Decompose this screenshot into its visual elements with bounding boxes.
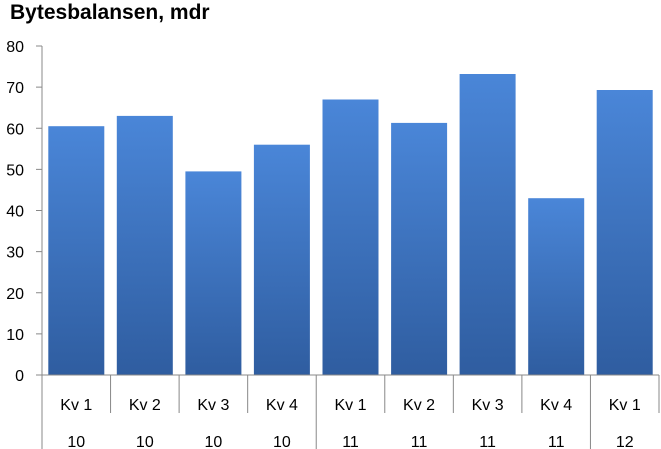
x-year-label: 11 <box>342 434 359 449</box>
y-tick-label: 0 <box>15 368 24 385</box>
y-tick-label: 40 <box>6 204 24 221</box>
x-quarter-label: Kv 1 <box>60 397 92 414</box>
x-quarter-label: Kv 2 <box>129 397 161 414</box>
x-quarter-label: Kv 3 <box>472 397 504 414</box>
x-quarter-label: Kv 4 <box>540 397 572 414</box>
y-axis: 0 10 20 30 40 50 60 70 80 <box>6 39 43 385</box>
x-quarter-label: Kv 4 <box>266 397 298 414</box>
bar <box>391 122 448 376</box>
x-year-label: 10 <box>67 434 85 449</box>
bar <box>116 115 173 376</box>
y-tick-label: 20 <box>6 286 24 303</box>
chart-title: Bytesbalansen, mdr <box>10 1 210 24</box>
bar <box>528 198 585 375</box>
x-year-label: 10 <box>204 434 222 449</box>
x-year-label: 11 <box>548 434 565 449</box>
x-quarter-label: Kv 2 <box>403 397 435 414</box>
bar <box>322 99 379 375</box>
x-quarter-label: Kv 1 <box>334 397 366 414</box>
x-year-label: 11 <box>411 434 428 449</box>
x-year-label: 11 <box>479 434 496 449</box>
y-tick-label: 30 <box>6 245 24 262</box>
x-year-label: 10 <box>273 434 291 449</box>
y-tick-label: 50 <box>6 162 24 179</box>
bar <box>253 144 310 375</box>
x-quarter-label: Kv 1 <box>609 397 641 414</box>
y-tick-label: 80 <box>6 39 24 56</box>
x-quarter-label: Kv 3 <box>197 397 229 414</box>
bar <box>596 90 653 375</box>
bar <box>48 126 105 375</box>
bars <box>48 74 653 376</box>
y-tick-label: 10 <box>6 327 24 344</box>
x-year-label: 10 <box>136 434 154 449</box>
x-year-label: 12 <box>616 434 634 449</box>
bar <box>185 171 242 375</box>
y-tick-label: 70 <box>6 80 24 97</box>
y-tick-label: 60 <box>6 121 24 138</box>
x-axis: Kv 1 10 Kv 2 10 Kv 3 10 Kv 4 10 Kv 1 11 Kv 2 11 Kv 3… <box>41 374 660 449</box>
bar <box>459 74 516 375</box>
